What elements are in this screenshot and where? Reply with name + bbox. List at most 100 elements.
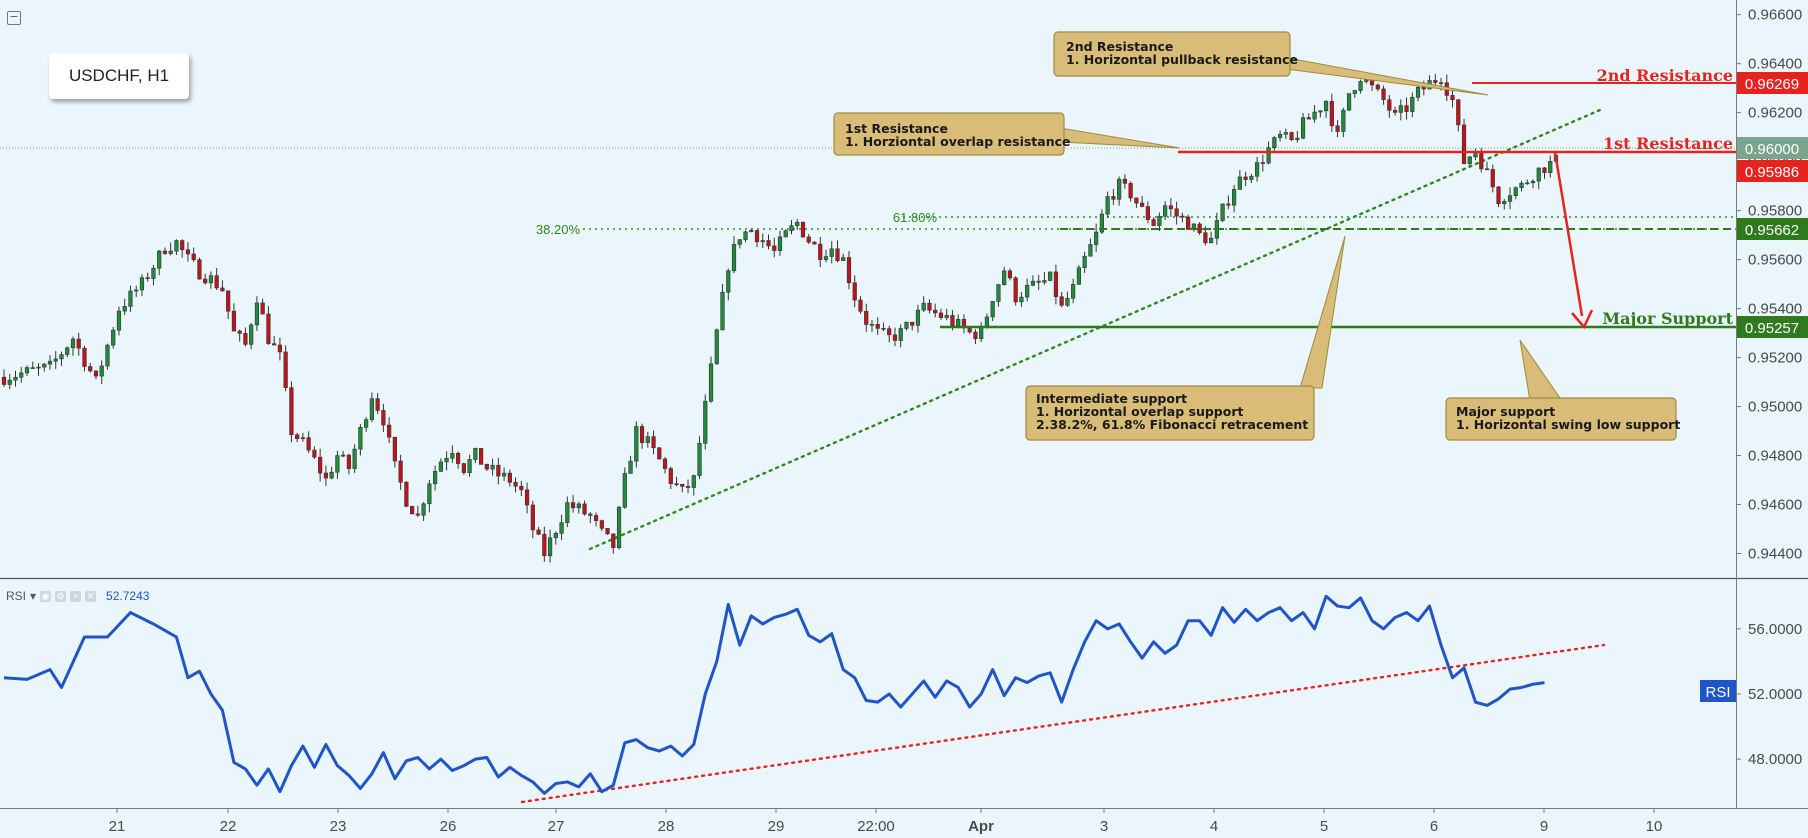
fib-382-label: 38.20% bbox=[536, 222, 581, 237]
candle bbox=[737, 239, 742, 249]
rsi-pane[interactable] bbox=[0, 580, 1736, 808]
candle bbox=[818, 236, 823, 268]
callout-intermediate-support: Intermediate support 1. Horizontal overl… bbox=[1025, 235, 1346, 441]
symbol-label[interactable]: USDCHF, H1 bbox=[49, 53, 189, 99]
callout-ms-line1: Major support bbox=[1456, 404, 1555, 419]
candle bbox=[634, 421, 639, 468]
candle bbox=[921, 296, 926, 312]
candle bbox=[151, 264, 156, 286]
candle bbox=[1323, 100, 1329, 118]
candle bbox=[1536, 167, 1541, 190]
rsi-add-icon[interactable]: + bbox=[70, 590, 82, 602]
candle bbox=[19, 366, 24, 383]
candle bbox=[869, 320, 875, 332]
candle bbox=[1254, 156, 1260, 182]
candle bbox=[622, 467, 627, 509]
candle bbox=[864, 303, 869, 332]
candle bbox=[731, 236, 737, 274]
candle bbox=[973, 329, 978, 345]
candle bbox=[266, 306, 271, 345]
candle bbox=[553, 531, 558, 545]
rsi-remove-icon[interactable]: ✕ bbox=[85, 590, 97, 602]
callout-2r-line2: 1. Horizontal pullback resistance bbox=[1066, 52, 1298, 67]
candle bbox=[1525, 179, 1530, 185]
candle bbox=[1352, 90, 1357, 98]
time-axis[interactable]: 21 22 23 26 27 28 29 22:00 Apr 3 4 5 6 9 10 bbox=[109, 808, 1663, 835]
rsi-legend: RSI ▾ ◉ ⚙ + ✕ 52.7243 bbox=[6, 589, 149, 603]
time-tick-label: 6 bbox=[1430, 818, 1438, 835]
candle bbox=[1, 369, 7, 387]
candle bbox=[1530, 179, 1536, 189]
price-tick-label: 0.96200 bbox=[1748, 105, 1802, 122]
candle bbox=[582, 500, 587, 516]
candle bbox=[36, 363, 41, 376]
candle bbox=[473, 447, 478, 464]
time-tick-label: 22 bbox=[220, 818, 237, 835]
candle bbox=[1220, 203, 1225, 223]
rsi-settings-icon[interactable]: ⚙ bbox=[55, 590, 67, 602]
candle bbox=[438, 458, 443, 472]
candle bbox=[708, 356, 714, 403]
candle bbox=[910, 321, 915, 331]
candle bbox=[168, 242, 173, 256]
callout-ms-line2: 1. Horizontal swing low support bbox=[1456, 417, 1680, 432]
candle bbox=[806, 234, 811, 244]
candle bbox=[823, 249, 829, 263]
candle bbox=[24, 365, 30, 377]
candle bbox=[352, 444, 357, 473]
candle bbox=[760, 233, 765, 249]
candle bbox=[1151, 217, 1156, 227]
candle bbox=[1059, 292, 1064, 308]
candle bbox=[1243, 171, 1248, 186]
rsi-axis[interactable]: 56.0000 52.0000 48.0000 bbox=[1736, 621, 1802, 768]
rsi-legend-dropdown-icon[interactable]: ▾ bbox=[30, 589, 37, 603]
candle bbox=[933, 303, 938, 318]
candle bbox=[628, 455, 633, 474]
time-tick-label: 3 bbox=[1100, 818, 1108, 835]
candle bbox=[519, 480, 524, 497]
candle bbox=[358, 424, 363, 456]
candle bbox=[611, 533, 616, 554]
candle bbox=[162, 247, 168, 255]
candle bbox=[364, 417, 369, 432]
candle bbox=[1502, 199, 1507, 210]
callout-second-resistance: 2nd Resistance 1. Horizontal pullback re… bbox=[1053, 31, 1489, 96]
candle bbox=[938, 308, 944, 320]
callout-1r-line2: 1. Horziontal overlap resistance bbox=[845, 134, 1071, 149]
time-tick-label: 23 bbox=[330, 818, 347, 835]
candle bbox=[283, 345, 288, 392]
candle bbox=[680, 483, 685, 493]
time-tick-label: 26 bbox=[440, 818, 457, 835]
callout-is-line2: 1. Horizontal overlap support bbox=[1036, 404, 1243, 419]
candle bbox=[1456, 99, 1461, 132]
price-tick-label: 0.96400 bbox=[1748, 56, 1802, 73]
collapse-pane-button[interactable]: − bbox=[7, 11, 21, 25]
candle bbox=[82, 345, 87, 372]
candle bbox=[1140, 195, 1145, 208]
candle bbox=[1105, 191, 1110, 218]
candle bbox=[88, 362, 93, 373]
candle bbox=[800, 221, 806, 238]
candle bbox=[772, 237, 777, 258]
candle bbox=[1249, 173, 1254, 184]
rsi-legend-name[interactable]: RSI bbox=[6, 589, 27, 603]
price-tick-label: 0.96600 bbox=[1748, 7, 1802, 24]
callout-major-support: Major support 1. Horizontal swing low su… bbox=[1445, 339, 1680, 441]
candle bbox=[1186, 214, 1191, 230]
candle bbox=[410, 505, 415, 515]
candle bbox=[1209, 231, 1214, 244]
candle bbox=[415, 505, 420, 517]
candle bbox=[249, 323, 254, 350]
candle bbox=[404, 481, 409, 508]
candle bbox=[1507, 187, 1513, 209]
rsi-visibility-icon[interactable]: ◉ bbox=[40, 590, 52, 602]
candle bbox=[111, 327, 116, 349]
projection-arrowhead bbox=[1571, 309, 1594, 330]
candle bbox=[846, 251, 852, 290]
price-pane[interactable] bbox=[0, 0, 1736, 578]
time-tick-label: Apr bbox=[968, 818, 994, 835]
candle bbox=[1111, 189, 1116, 205]
candle bbox=[990, 300, 995, 322]
candle bbox=[1358, 79, 1363, 94]
candle bbox=[105, 343, 110, 370]
